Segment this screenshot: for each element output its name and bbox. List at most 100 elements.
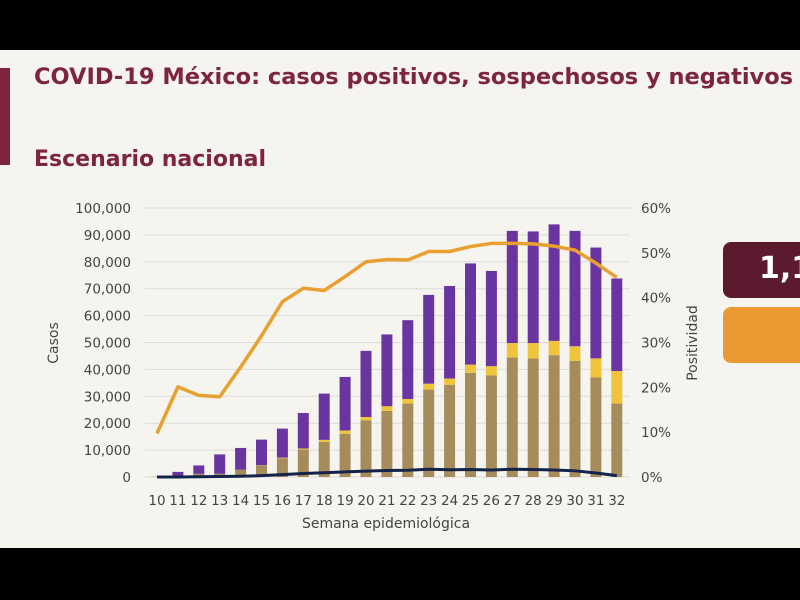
line-dark-line xyxy=(157,467,617,479)
accent-bar xyxy=(0,68,10,165)
bar-negativos xyxy=(360,350,372,418)
y2-tick-label: 60% xyxy=(641,201,671,217)
bar-negativos xyxy=(318,393,330,440)
y2-tick-label: 20% xyxy=(641,380,671,396)
bar-sospechosos xyxy=(465,364,476,373)
y-tick-label: 20,000 xyxy=(84,416,131,432)
x-tick-label: 15 xyxy=(253,493,270,509)
bar-positivos xyxy=(318,442,330,477)
bar-negativos xyxy=(485,270,497,367)
bar-positivos xyxy=(276,458,288,477)
line-positividad xyxy=(155,241,618,435)
bar-positivos xyxy=(235,469,247,477)
x-tick-label: 18 xyxy=(316,493,333,509)
bar-negativos xyxy=(548,224,560,341)
y-tick-label: 0 xyxy=(122,470,131,486)
bar-positivos xyxy=(590,377,602,477)
bar-positivos xyxy=(423,389,435,477)
x-tick-label: 14 xyxy=(232,493,249,509)
y2-tick-label: 40% xyxy=(641,291,671,307)
y2-tick-label: 10% xyxy=(641,425,671,441)
bar-positivos xyxy=(611,403,623,477)
x-tick-label: 27 xyxy=(504,493,521,509)
bar-sospechosos xyxy=(318,439,330,443)
summary-card-total: 1,18 xyxy=(723,242,800,298)
y2-tick-label: 0% xyxy=(641,470,663,486)
x-tick-label: 25 xyxy=(462,493,479,509)
bar-sospechosos xyxy=(360,417,372,421)
y-axis-label: Casos xyxy=(46,322,62,364)
summary-card-positivity: 4 xyxy=(723,307,800,363)
bar-sospechosos xyxy=(339,430,351,434)
y-tick-label: 80,000 xyxy=(84,255,131,271)
bar-negativos xyxy=(569,230,581,347)
bar-positivos xyxy=(360,420,372,477)
bar-negativos xyxy=(276,428,288,458)
bar-negativos xyxy=(590,247,602,359)
bar-positivos xyxy=(444,384,456,477)
y2-tick-label: 30% xyxy=(641,336,671,352)
bar-negativos xyxy=(381,334,393,407)
bar-positivos xyxy=(465,372,476,477)
bar-positivos xyxy=(485,375,497,477)
bar-positivos xyxy=(381,410,393,477)
bar-negativos xyxy=(527,231,539,344)
x-tick-label: 12 xyxy=(190,493,207,509)
bar-sospechosos xyxy=(506,343,518,358)
page-subtitle: Escenario nacional xyxy=(34,147,267,172)
y2-tick-label: 50% xyxy=(641,246,671,262)
x-tick-label: 13 xyxy=(211,493,228,509)
x-tick-label: 22 xyxy=(399,493,416,509)
chart: 0 10,000 20,000 30,000 40,000 50,000 60,000 70,… xyxy=(46,201,701,532)
bar-negativos xyxy=(256,439,267,466)
bar-sospechosos xyxy=(590,358,602,378)
y2-axis-label: Positividad xyxy=(685,305,701,381)
bar-sospechosos xyxy=(381,406,393,411)
bar-negativos xyxy=(339,376,351,431)
x-tick-label: 23 xyxy=(420,493,437,509)
x-tick-label: 21 xyxy=(378,493,395,509)
bar-negativos xyxy=(506,230,518,344)
bar-sospechosos xyxy=(423,383,435,390)
bar-negativos xyxy=(193,465,205,474)
bar-negativos xyxy=(465,263,476,365)
y-tick-label: 50,000 xyxy=(84,336,131,352)
bar-positivos xyxy=(506,357,518,477)
y-tick-label: 30,000 xyxy=(84,389,131,405)
x-tick-label: 11 xyxy=(169,493,186,509)
bar-sospechosos xyxy=(485,366,497,376)
x-tick-label: 19 xyxy=(337,493,354,509)
slide: COVID-19 México: casos positivos, sospec… xyxy=(0,50,800,548)
x-tick-label: 29 xyxy=(546,493,563,509)
bar-sospechosos xyxy=(548,340,560,356)
bar-negativos xyxy=(297,412,309,449)
y-tick-label: 10,000 xyxy=(84,443,131,459)
bar-negativos xyxy=(611,278,623,372)
x-tick-label: 26 xyxy=(483,493,500,509)
x-tick-label: 17 xyxy=(295,493,312,509)
bar-sospechosos xyxy=(569,346,581,361)
y-tick-label: 60,000 xyxy=(84,309,131,325)
x-tick-label: 32 xyxy=(608,493,625,509)
y-tick-label: 40,000 xyxy=(84,362,131,378)
x-tick-label: 24 xyxy=(441,493,458,509)
bar-positivos xyxy=(256,465,267,477)
x-tick-label: 20 xyxy=(357,493,374,509)
bar-positivos xyxy=(569,360,581,477)
x-axis-label: Semana epidemiológica xyxy=(302,516,470,532)
bar-positivos xyxy=(548,355,560,477)
x-tick-label: 30 xyxy=(566,493,583,509)
x-tick-label: 10 xyxy=(148,493,165,509)
x-tick-label: 28 xyxy=(525,493,542,509)
y-tick-label: 90,000 xyxy=(84,228,131,244)
x-tick-label: 31 xyxy=(587,493,604,509)
bar-positivos xyxy=(402,403,414,477)
bar-sospechosos xyxy=(276,457,288,459)
page-title: COVID-19 México: casos positivos, sospec… xyxy=(34,64,794,90)
bar-negativos xyxy=(235,447,247,470)
bar-positivos xyxy=(297,449,309,477)
bar-sospechosos xyxy=(527,343,539,359)
bar-negativos xyxy=(172,471,184,476)
bar-sospechosos xyxy=(611,371,623,404)
bar-negativos xyxy=(214,454,226,474)
